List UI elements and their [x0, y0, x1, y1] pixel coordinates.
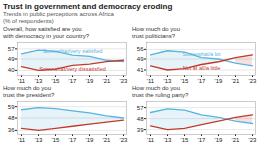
- svg-text:'13: '13: [164, 137, 172, 143]
- svg-text:'19: '19: [215, 137, 223, 143]
- svg-text:'11: '11: [18, 78, 26, 84]
- svg-text:'11: '11: [147, 78, 155, 84]
- svg-text:48: 48: [137, 116, 144, 122]
- svg-text:Somewhat/very dissatisfied: Somewhat/very dissatisfied: [39, 66, 106, 72]
- svg-text:'21: '21: [103, 137, 111, 143]
- svg-text:'19: '19: [86, 78, 94, 84]
- html-text:(% of respondents): (% of respondents): [3, 18, 54, 24]
- html-text:How much do you: How much do you: [3, 85, 51, 91]
- svg-text:40: 40: [8, 67, 15, 73]
- svg-text:'15: '15: [181, 78, 189, 84]
- html-text:trust politicians?: trust politicians?: [132, 32, 175, 39]
- html-text:Trust in government and democr: Trust in government and democracy erodin…: [3, 2, 173, 11]
- svg-text:39: 39: [137, 127, 144, 133]
- html-text:Trends in public perceptions a: Trends in public perceptions across Afri…: [3, 11, 114, 17]
- svg-text:Not at all/a little: Not at all/a little: [183, 65, 221, 71]
- svg-text:'21: '21: [232, 78, 240, 84]
- svg-text:'11: '11: [18, 137, 26, 143]
- svg-text:'17: '17: [198, 137, 206, 143]
- svg-text:'17: '17: [69, 137, 77, 143]
- svg-text:48: 48: [8, 115, 15, 121]
- svg-text:'13: '13: [35, 78, 43, 84]
- svg-text:'15: '15: [52, 78, 60, 84]
- html-text:trust the president?: trust the president?: [3, 91, 55, 98]
- svg-text:49: 49: [8, 56, 15, 62]
- html-text:Overall, how satisfied are you: Overall, how satisfied are you: [3, 26, 82, 32]
- svg-text:'15: '15: [52, 137, 60, 143]
- svg-text:'23: '23: [120, 78, 128, 84]
- svg-text:'11: '11: [147, 137, 155, 143]
- svg-text:'23: '23: [249, 78, 257, 84]
- svg-text:36: 36: [8, 127, 15, 133]
- svg-text:59: 59: [8, 104, 15, 110]
- svg-text:57: 57: [137, 105, 144, 111]
- svg-text:'17: '17: [198, 78, 206, 84]
- svg-text:Somewhat/very satisfied: Somewhat/very satisfied: [43, 48, 103, 54]
- html-text:trust the ruling party?: trust the ruling party?: [132, 91, 189, 98]
- svg-text:41: 41: [137, 67, 144, 73]
- svg-text:49: 49: [137, 56, 144, 62]
- svg-text:'21: '21: [103, 78, 111, 84]
- html-text:with democracy in your country: with democracy in your country?: [3, 32, 89, 39]
- svg-text:'13: '13: [164, 78, 172, 84]
- html-text:How much do you: How much do you: [132, 26, 180, 32]
- svg-text:'23: '23: [120, 137, 128, 143]
- svg-text:'17: '17: [69, 78, 77, 84]
- svg-text:Somewhat/a lot: Somewhat/a lot: [183, 51, 221, 57]
- html-text:How much do you: How much do you: [132, 85, 180, 91]
- svg-text:'15: '15: [181, 137, 189, 143]
- svg-text:57: 57: [8, 46, 15, 52]
- svg-text:'21: '21: [232, 137, 240, 143]
- svg-text:'19: '19: [215, 78, 223, 84]
- svg-text:56: 56: [137, 46, 144, 52]
- svg-text:'13: '13: [35, 137, 43, 143]
- svg-text:'23: '23: [249, 137, 257, 143]
- svg-text:'19: '19: [86, 137, 94, 143]
